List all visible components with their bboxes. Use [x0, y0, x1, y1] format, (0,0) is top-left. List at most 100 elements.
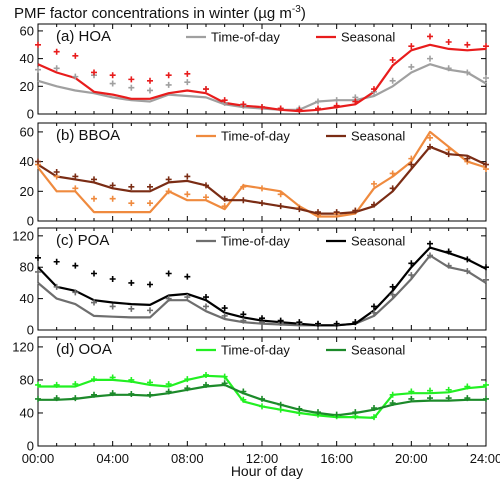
series-time-of-day-point — [408, 155, 415, 162]
series-time-of-day-point — [203, 371, 209, 378]
y-tick-label: 0 — [27, 439, 34, 454]
series-seasonal-point — [408, 395, 415, 402]
x-tick-label: 20:00 — [395, 451, 428, 466]
series-seasonal-point — [315, 409, 321, 416]
series-seasonal-point — [128, 279, 135, 286]
series-seasonal-point — [203, 294, 209, 301]
series-time-of-day-point — [427, 252, 433, 259]
x-axis: 00:00 04:00 08:00 12:00 16:00 20:00 24:00 — [22, 451, 500, 466]
series-seasonal-point — [389, 400, 396, 407]
series-seasonal-point — [221, 97, 228, 104]
series-seasonal-point — [165, 388, 172, 395]
series-time-of-day-point — [165, 295, 172, 302]
series-seasonal-point — [91, 391, 97, 398]
panel-3: 0 40 80 120 (c) POA Time-of-day Seasonal — [12, 227, 489, 338]
series-seasonal-point — [109, 276, 116, 282]
chart-title-main: PMF factor concentrations in winter (µg … — [14, 5, 292, 22]
series-seasonal-point — [333, 209, 340, 216]
series-seasonal-point — [184, 173, 191, 180]
series-seasonal-point — [333, 102, 340, 109]
series-time-of-day-point — [147, 307, 153, 314]
series-seasonal-point — [147, 183, 153, 190]
series-time-of-day-point — [333, 97, 340, 104]
series-time-of-day-point — [147, 87, 153, 94]
series-time-of-day-point — [35, 66, 41, 73]
series-seasonal-point — [35, 395, 41, 402]
x-tick-label: 24:00 — [470, 451, 500, 466]
series-seasonal-point — [371, 303, 377, 310]
series-seasonal-point — [389, 283, 396, 290]
series-time-of-day-point — [35, 268, 41, 275]
series-seasonal-point — [277, 401, 284, 408]
series-seasonal-point — [408, 260, 415, 267]
panel-4: 0 40 80 120 (d) OOA Time-of-day Seasonal — [12, 336, 489, 454]
series-seasonal-point — [296, 206, 303, 213]
series-time-of-day-point — [464, 268, 471, 275]
series-time-of-day-point — [427, 55, 433, 62]
series-seasonal-point — [389, 57, 396, 63]
series-time-of-day-point — [72, 185, 79, 192]
series-seasonal-point — [165, 176, 172, 183]
series-time-of-day-point — [221, 203, 228, 210]
series-time-of-day-point — [371, 309, 377, 316]
series-seasonal-point — [109, 390, 116, 397]
series-seasonal-point — [259, 395, 265, 402]
series-time-of-day-point — [259, 185, 265, 192]
series-seasonal-point — [427, 395, 433, 402]
series-time-of-day-line — [37, 254, 487, 327]
series-time-of-day-point — [483, 75, 489, 81]
series-time-of-day-point — [165, 381, 172, 388]
chart-title: PMF factor concentrations in winter (µg … — [14, 4, 306, 22]
y-tick-label: 60 — [20, 23, 34, 38]
series-seasonal-point — [483, 395, 489, 402]
panel-label: (c) POA — [56, 232, 109, 249]
series-seasonal-point — [427, 33, 433, 40]
legend-seasonal-label: Seasonal — [351, 234, 405, 249]
series-seasonal-point — [464, 155, 471, 162]
series-seasonal-point — [296, 405, 303, 412]
series-seasonal-point — [371, 86, 377, 93]
series-seasonal-point — [315, 209, 321, 216]
x-tick-label: 16:00 — [320, 451, 353, 466]
series-seasonal-point — [184, 70, 191, 77]
x-tick-label: 08:00 — [171, 451, 204, 466]
series-time-of-day-point — [109, 195, 116, 202]
x-tick-label: 12:00 — [246, 451, 279, 466]
y-tick-label: 40 — [20, 51, 34, 66]
series-seasonal-point — [483, 161, 489, 168]
series-time-of-day-point — [315, 98, 321, 105]
series-time-of-day-point — [128, 305, 135, 312]
series-time-of-day-point — [91, 299, 97, 306]
series-time-of-day-point — [203, 194, 209, 201]
series-seasonal-point — [483, 264, 489, 271]
legend-time-of-day-label: Time-of-day — [221, 343, 290, 358]
series-seasonal-point — [277, 105, 284, 112]
legend-seasonal-label: Seasonal — [341, 30, 395, 45]
series-seasonal-point — [277, 317, 284, 324]
series-seasonal-point — [91, 69, 97, 76]
x-tick-label: 04:00 — [96, 451, 129, 466]
series-seasonal-point — [53, 169, 60, 175]
series-seasonal-point — [91, 176, 97, 183]
series-seasonal-line — [37, 43, 487, 113]
series-time-of-day-point — [184, 191, 191, 198]
series-time-of-day-point — [72, 289, 79, 296]
series-time-of-day-point — [240, 396, 247, 403]
series-seasonal-point — [259, 200, 265, 207]
series-seasonal-point — [352, 98, 359, 105]
series-seasonal-point — [128, 76, 135, 83]
y-tick-label: 40 — [20, 291, 34, 306]
series-seasonal-point — [352, 319, 359, 326]
series-time-of-day-point — [165, 81, 172, 88]
panel-label: (d) OOA — [56, 341, 112, 358]
series-time-of-day-point — [147, 379, 153, 386]
series-seasonal-point — [296, 319, 303, 326]
series-seasonal-point — [315, 320, 321, 327]
chart-title-close: ) — [301, 5, 306, 22]
series-time-of-day-point — [277, 191, 284, 198]
series-time-of-day-point — [221, 373, 228, 380]
series-time-of-day-point — [259, 403, 265, 410]
series-time-of-day-point — [371, 414, 377, 421]
series-time-of-day-point — [483, 276, 489, 283]
series-time-of-day-point — [109, 374, 116, 381]
